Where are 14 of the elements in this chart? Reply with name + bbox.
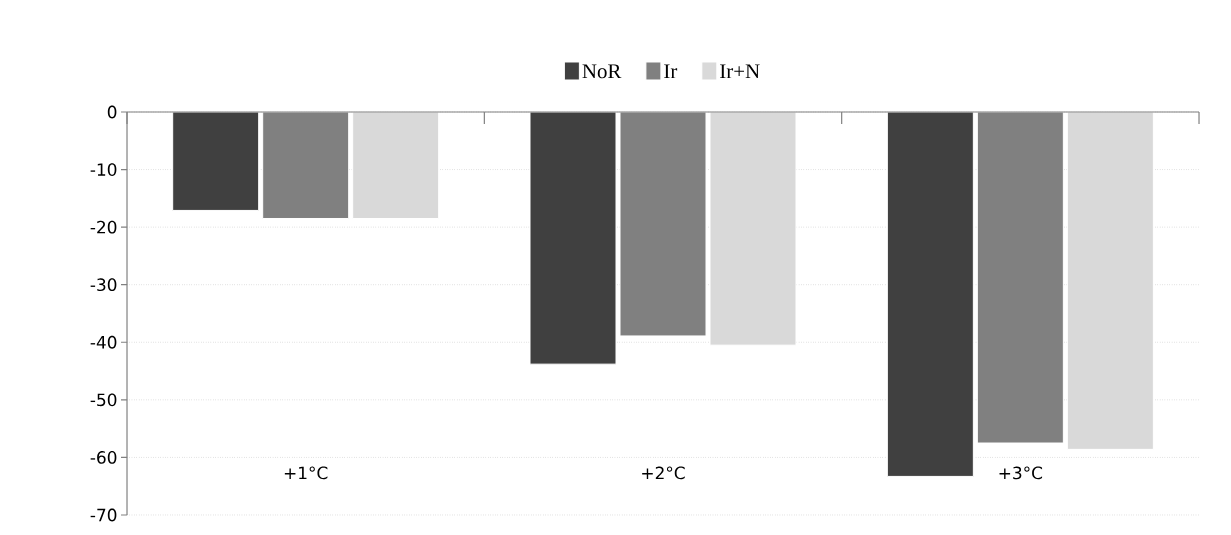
y-tick-label: -10 — [90, 163, 117, 176]
x-tick-label: +3°C — [999, 466, 1043, 480]
legend-label: NoR — [582, 64, 622, 79]
y-tick-label: -60 — [90, 451, 117, 464]
legend-label: Ir — [664, 64, 678, 79]
y-tick-label: -40 — [90, 335, 117, 349]
y-tick-label: -30 — [90, 278, 117, 292]
x-tick-label: +2°C — [642, 466, 685, 480]
y-tick-label: -20 — [90, 220, 117, 234]
y-tick-label: 0 — [107, 105, 117, 119]
legend-label: Ir+N — [720, 64, 760, 79]
y-tick-label: -70 — [90, 508, 117, 522]
x-tick-label: +1°C — [284, 466, 328, 480]
y-tick-label: -50 — [90, 393, 117, 407]
